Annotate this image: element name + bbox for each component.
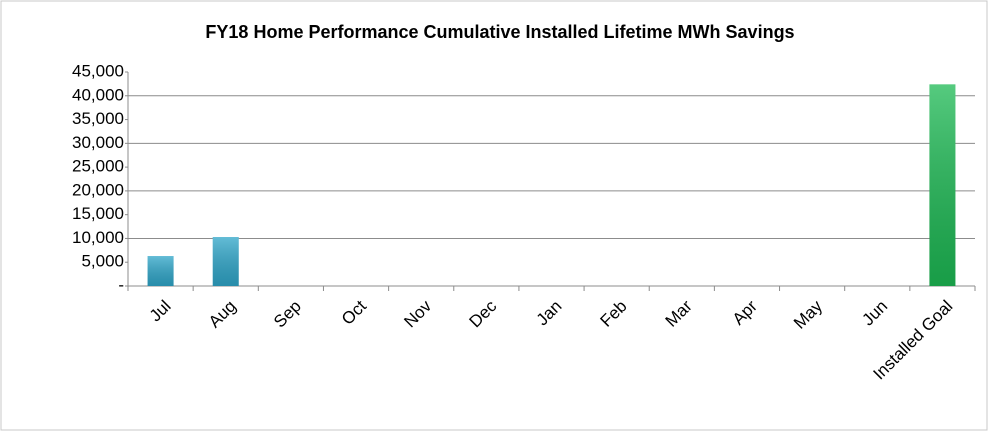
y-tick-label: 35,000 xyxy=(72,109,124,128)
y-tick-label: 25,000 xyxy=(72,157,124,176)
y-tick-label: 10,000 xyxy=(72,228,124,247)
y-tick-label: 30,000 xyxy=(72,133,124,152)
bar-shade xyxy=(212,237,239,286)
y-tick-label: 5,000 xyxy=(81,252,124,271)
y-tick-label: 20,000 xyxy=(72,180,124,199)
bar-shade xyxy=(929,84,956,286)
chart-title: FY18 Home Performance Cumulative Install… xyxy=(205,22,794,42)
y-tick-label: - xyxy=(118,275,124,294)
bar-shade xyxy=(147,256,174,286)
y-tick-label: 15,000 xyxy=(72,204,124,223)
y-tick-label: 45,000 xyxy=(72,61,124,80)
y-tick-label: 40,000 xyxy=(72,85,124,104)
